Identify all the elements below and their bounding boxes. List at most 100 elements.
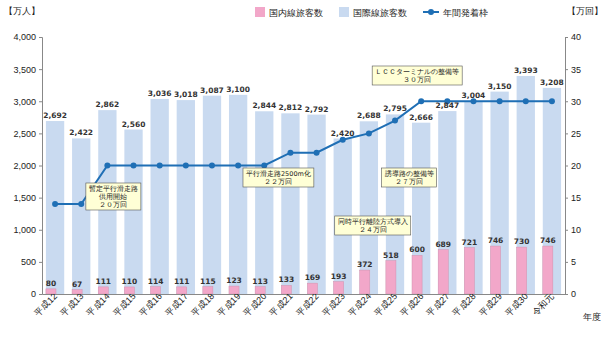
x-tick-label: 平成27 bbox=[425, 291, 452, 318]
y-tick-mark bbox=[39, 166, 42, 167]
y2-tick: 35 bbox=[565, 65, 581, 75]
x-tick-label: 平成14 bbox=[85, 291, 112, 318]
data-label: 372 bbox=[357, 260, 373, 269]
y-tick: 1,000 bbox=[13, 225, 42, 235]
x-axis-title: 年度 bbox=[583, 312, 601, 322]
x-tick-label: 平成30 bbox=[503, 291, 530, 318]
y2-tick-mark bbox=[565, 198, 568, 199]
bar bbox=[255, 111, 273, 294]
legend-swatch bbox=[428, 9, 434, 15]
data-label: 2,666 bbox=[409, 113, 433, 122]
x-tick-label: 平成25 bbox=[372, 291, 399, 318]
data-label: 111 bbox=[95, 277, 111, 286]
data-label: 2,560 bbox=[122, 120, 146, 129]
bar bbox=[124, 130, 142, 294]
y2-tick-label: 10 bbox=[571, 225, 581, 235]
bar bbox=[203, 287, 213, 294]
bar bbox=[177, 287, 187, 294]
data-label: 67 bbox=[72, 280, 82, 289]
x-tick: 令和元 bbox=[530, 291, 556, 317]
y2-tick-label: 15 bbox=[571, 193, 581, 203]
x-tick: 平成23 bbox=[320, 291, 347, 318]
y-tick: 0 bbox=[31, 289, 42, 299]
y2-tick: 0 bbox=[565, 289, 576, 299]
y-axis-title: 【万人】 bbox=[4, 6, 40, 16]
legend-item: 国際線旅客数 bbox=[339, 7, 407, 18]
bar bbox=[255, 287, 265, 294]
y-tick-mark bbox=[39, 198, 42, 199]
annotation-text: 供用開始 bbox=[99, 193, 127, 201]
x-tick-label: 平成23 bbox=[320, 291, 347, 318]
bar bbox=[229, 286, 239, 294]
y2-tick: 15 bbox=[565, 193, 581, 203]
x-tick: 平成25 bbox=[372, 291, 399, 318]
legend-item: 年間発着枠 bbox=[423, 8, 488, 18]
y-tick: 3,000 bbox=[13, 97, 42, 107]
y-tick-mark bbox=[39, 133, 42, 134]
bar bbox=[151, 287, 161, 294]
y2-tick-label: 40 bbox=[571, 32, 581, 42]
data-label: 133 bbox=[278, 275, 294, 284]
data-labels: 2,6922,4222,8622,5603,0363,0183,0873,100… bbox=[43, 66, 564, 289]
x-tick-label: 平成29 bbox=[477, 291, 504, 318]
x-tick: 平成21 bbox=[268, 291, 295, 318]
y-tick: 2,500 bbox=[13, 129, 42, 139]
data-label: 3,018 bbox=[174, 90, 198, 99]
y2-axis-line bbox=[566, 38, 569, 295]
y2-tick-mark bbox=[565, 230, 568, 231]
x-tick: 平成12 bbox=[32, 291, 59, 318]
bar bbox=[543, 88, 561, 294]
data-label: 2,688 bbox=[357, 111, 381, 120]
y2-tick-label: 20 bbox=[571, 161, 581, 171]
x-tick-label: 令和元 bbox=[530, 291, 556, 317]
bar bbox=[281, 113, 299, 294]
annotation-text: ＬＣＣターミナルの整備等 bbox=[375, 68, 459, 76]
line-marker bbox=[549, 98, 555, 104]
y-tick-label: 2,500 bbox=[13, 129, 36, 139]
legend-label: 国内線旅客数 bbox=[269, 8, 323, 18]
bar bbox=[124, 287, 134, 294]
annotation: ＬＣＣターミナルの整備等３０万回 bbox=[372, 66, 462, 85]
bar bbox=[46, 289, 56, 294]
data-label: 114 bbox=[148, 277, 164, 286]
bar bbox=[151, 99, 169, 294]
y2-tick-mark bbox=[565, 262, 568, 263]
x-tick-label: 平成20 bbox=[242, 291, 269, 318]
data-label: 2,795 bbox=[383, 104, 407, 113]
line-marker bbox=[104, 163, 110, 169]
bar bbox=[203, 96, 221, 294]
data-label: 110 bbox=[122, 277, 138, 286]
data-label: 2,847 bbox=[435, 101, 459, 110]
bar bbox=[386, 261, 396, 294]
x-tick: 平成20 bbox=[242, 291, 269, 318]
line-marker bbox=[209, 163, 215, 169]
bar bbox=[46, 121, 64, 294]
legend-swatch bbox=[255, 7, 265, 17]
x-tick: 平成29 bbox=[477, 291, 504, 318]
data-label: 689 bbox=[435, 240, 451, 249]
legend-label: 年間発着枠 bbox=[443, 8, 488, 18]
line bbox=[55, 101, 552, 204]
x-axis: 平成12平成13平成14平成15平成16平成17平成18平成19平成20平成21… bbox=[32, 291, 565, 318]
y2-tick-mark bbox=[565, 166, 568, 167]
x-tick-label: 平成15 bbox=[111, 291, 138, 318]
y2-tick: 20 bbox=[565, 161, 581, 171]
y-tick-label: 1,500 bbox=[13, 193, 36, 203]
legend-swatch bbox=[339, 7, 349, 17]
x-tick-label: 平成24 bbox=[346, 291, 373, 318]
chart: 05001,0001,5002,0002,5003,0003,5004,0000… bbox=[0, 0, 607, 340]
y-tick-label: 1,000 bbox=[13, 225, 36, 235]
line-marker bbox=[261, 163, 267, 169]
y2-tick-label: 25 bbox=[571, 129, 581, 139]
x-tick-label: 平成22 bbox=[294, 291, 321, 318]
data-label: 2,844 bbox=[252, 101, 276, 110]
y2-tick: 10 bbox=[565, 225, 581, 235]
x-tick-label: 平成18 bbox=[189, 291, 216, 318]
bar bbox=[98, 287, 108, 294]
bar bbox=[307, 115, 325, 294]
x-tick: 平成15 bbox=[111, 291, 138, 318]
annotation: 同時平行離陸方式導入２４万回 bbox=[335, 216, 411, 235]
line-marker bbox=[157, 163, 163, 169]
y2-tick: 40 bbox=[565, 32, 581, 42]
x-tick: 平成18 bbox=[189, 291, 216, 318]
